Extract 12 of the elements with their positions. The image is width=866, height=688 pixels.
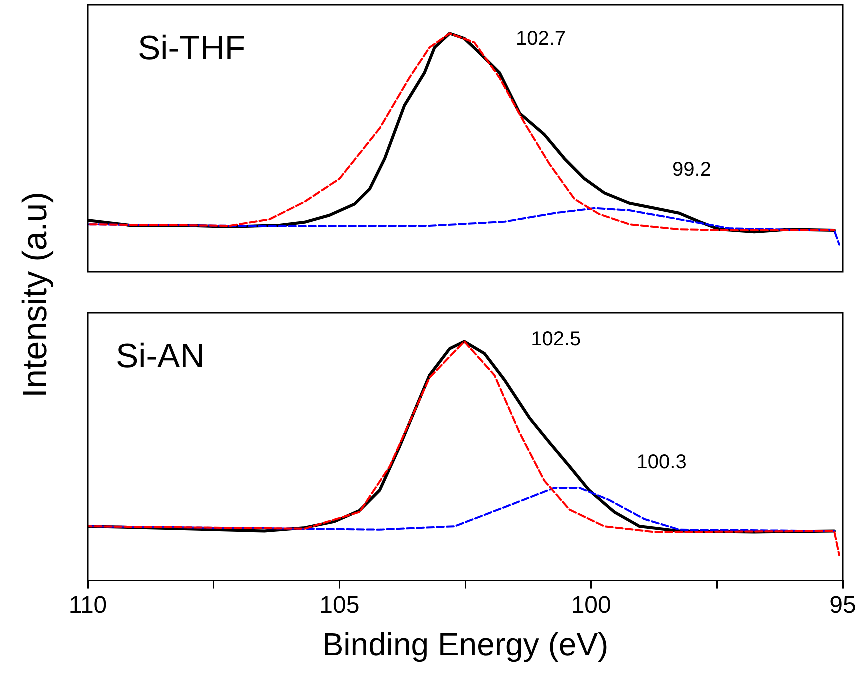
x-axis-title: Binding Energy (eV)	[322, 626, 609, 663]
annotation: 99.2	[672, 159, 712, 182]
annotation: 102.7	[516, 28, 566, 50]
x-tick-label: 95	[830, 592, 856, 619]
annotation: 100.3	[636, 451, 687, 474]
y-axis-title: Intensity (a.u)	[16, 192, 56, 398]
x-tick-label: 110	[68, 592, 108, 619]
chart-title: Si-THF	[138, 29, 246, 68]
chart-title: Si-AN	[116, 337, 205, 376]
x-tick-label: 100	[571, 592, 612, 619]
annotation: 102.5	[531, 328, 582, 350]
x-tick-label: 105	[320, 592, 360, 619]
